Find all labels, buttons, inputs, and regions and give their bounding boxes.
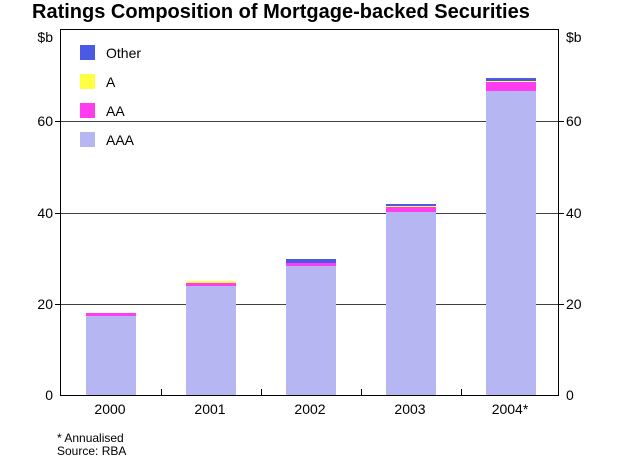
y-axis-label-right-20: 20 (566, 295, 582, 312)
chart-title: Ratings Composition of Mortgage-backed S… (32, 1, 530, 23)
y-axis-label-right-40: 40 (566, 204, 582, 221)
y-axis-tick-left (55, 212, 60, 214)
bar-segment-other-2003 (386, 204, 436, 206)
y-axis-unit-right: $b (566, 29, 582, 45)
legend-item-a: A (80, 67, 141, 96)
bar-segment-other-2004* (486, 77, 536, 81)
x-axis-label-2002: 2002 (294, 401, 326, 417)
legend-swatch-aaa-icon (80, 132, 95, 147)
bar-segment-aaa-2002 (286, 265, 336, 395)
legend-item-aaa: AAA (80, 125, 141, 154)
legend: Other A AA AAA (80, 38, 141, 154)
x-axis-tick (160, 389, 162, 395)
y-axis-tick-right (559, 303, 564, 305)
legend-label: AAA (106, 131, 135, 148)
bar-segment-aa-2004* (486, 82, 536, 91)
bar-segment-aa-2001 (186, 283, 236, 286)
x-axis-tick (460, 389, 462, 395)
x-axis-label-2001: 2001 (194, 401, 226, 417)
y-axis-tick-left (55, 121, 60, 123)
bar-segment-aa-2000 (86, 312, 136, 317)
legend-label: A (106, 73, 116, 90)
y-axis-tick-left (55, 303, 60, 305)
y-axis-unit-left: $b (37, 29, 53, 45)
bar-segment-other-2002 (286, 259, 336, 263)
x-axis-label-2003: 2003 (394, 401, 426, 417)
y-axis-label-left-20: 20 (37, 295, 53, 312)
y-axis-label-left-40: 40 (37, 204, 53, 221)
x-axis-label-2004: 2004* (491, 401, 529, 417)
y-axis-tick-right (559, 121, 564, 123)
x-axis-tick (360, 389, 362, 395)
bar-segment-aaa-2003 (386, 212, 436, 395)
legend-swatch-a-icon (80, 74, 95, 89)
gridline-60 (61, 121, 558, 123)
bar-segment-aa-2003 (386, 207, 436, 213)
bar-segment-aaa-2000 (86, 316, 136, 395)
legend-label: Other (106, 44, 142, 61)
footnotes: * Annualised Source: RBA (57, 432, 126, 458)
legend-swatch-other-icon (80, 45, 95, 60)
y-axis-tick-right (559, 212, 564, 214)
bar-segment-a-2004* (486, 80, 536, 83)
bar-segment-a-2003 (386, 205, 436, 208)
footnote-annualised: * Annualised (57, 431, 124, 445)
y-axis-label-right-60: 60 (566, 113, 582, 130)
x-axis-tick (260, 389, 262, 395)
gridline-40 (61, 212, 558, 214)
plot-area: Other A AA AAA (60, 29, 559, 396)
y-axis-label-right-0: 0 (566, 387, 574, 403)
legend-item-other: Other (80, 38, 141, 67)
legend-label: AA (106, 102, 125, 119)
y-axis-label-left-60: 60 (37, 113, 53, 130)
x-axis-label-2000: 2000 (94, 401, 126, 417)
bar-segment-aaa-2004* (486, 90, 536, 395)
legend-swatch-aa-icon (80, 103, 95, 118)
legend-item-aa: AA (80, 96, 141, 125)
footnote-source: Source: RBA (57, 444, 127, 458)
bar-segment-aaa-2001 (186, 285, 236, 395)
bar-segment-a-2001 (186, 280, 236, 284)
bar-segment-aa-2002 (286, 262, 336, 266)
y-axis-label-left-0: 0 (45, 387, 53, 403)
